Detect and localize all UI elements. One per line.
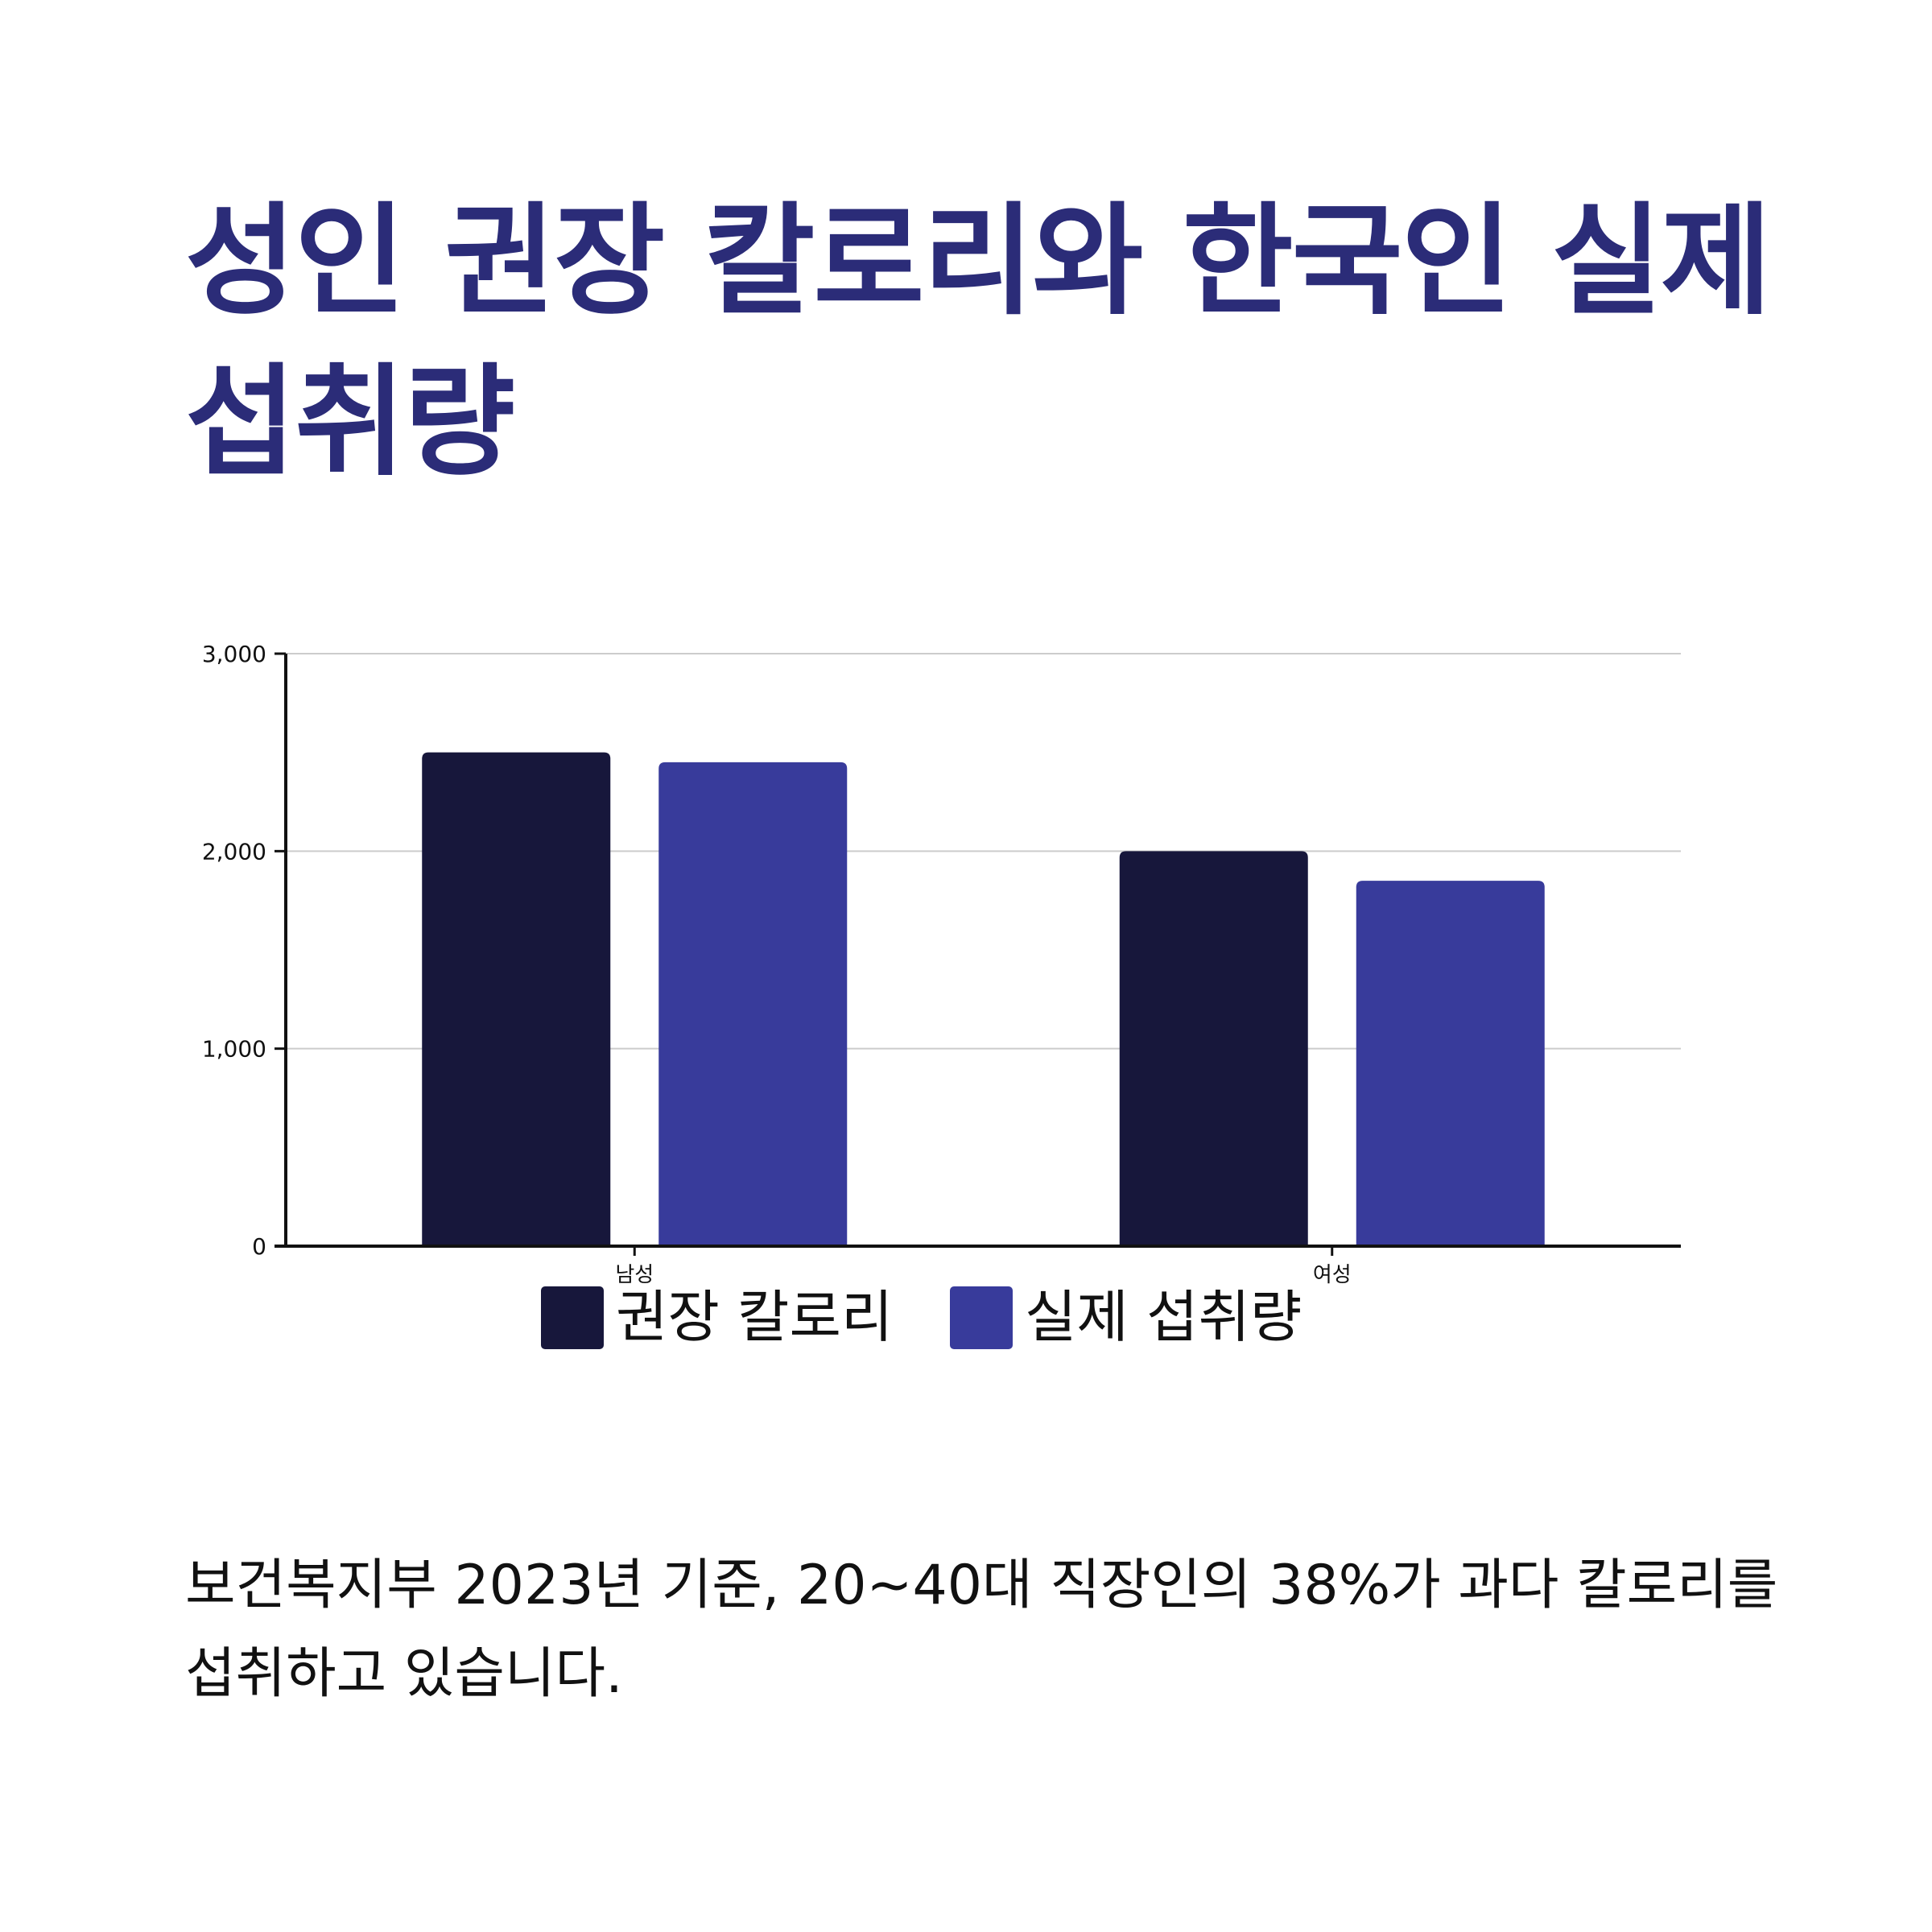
x-tick-label: 여성 [1313,1263,1352,1287]
axes [275,652,1681,1256]
y-tick-label: 0 [252,1233,266,1260]
legend-label: 권장 칼로리 [616,1284,893,1350]
legend-swatch [541,1286,604,1349]
bars [422,752,1545,1246]
legend: 권장 칼로리 실제 섭취량 [541,1284,1302,1350]
legend-label: 실제 섭취량 [1025,1284,1302,1350]
legend-swatch [950,1286,1013,1349]
bar-recommended [422,752,611,1246]
bar-actual [1356,881,1545,1246]
y-tick-label: 3,000 [202,641,266,667]
y-tick-label: 1,000 [202,1036,266,1063]
bar-actual [658,762,848,1246]
x-tick-label: 남성 [615,1263,654,1287]
page-title: 성인 권장 칼로리와 한국인 실제 섭취량 [185,192,1772,493]
y-tick-label: 2,000 [202,838,266,865]
bar-recommended [1119,851,1308,1246]
caption-text: 보건복지부 2023년 기준, 20~40대 직장인의 38%가 과다 칼로리를… [185,1554,1778,1706]
tick-labels: 0 1,000 2,000 3,000 남성 여성 [202,641,1352,1287]
